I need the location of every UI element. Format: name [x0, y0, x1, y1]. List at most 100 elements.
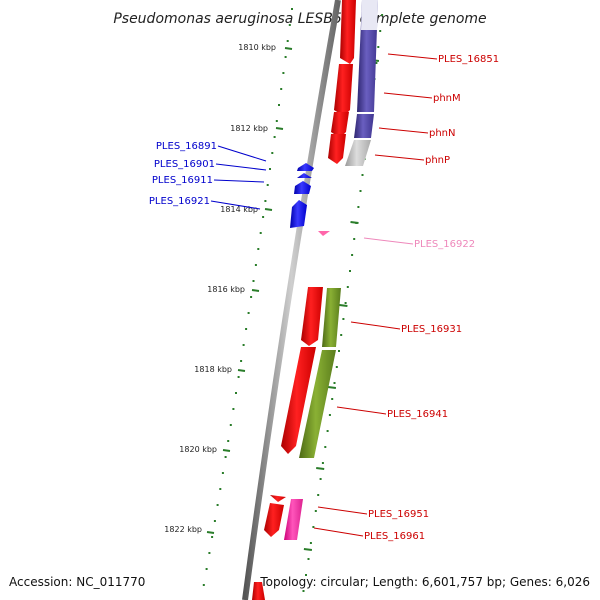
guide-dot	[335, 366, 338, 368]
inner-tick	[327, 386, 337, 389]
guide-dot	[227, 440, 230, 442]
guide-dot	[333, 382, 336, 384]
gene-label[interactable]: PLES_16891	[156, 141, 267, 162]
guide-dot	[224, 456, 227, 458]
guide-dot	[324, 446, 327, 448]
guide-dot	[245, 328, 248, 330]
guide-dot	[240, 360, 243, 362]
gene-label-text[interactable]: PLES_16922	[414, 239, 475, 250]
ruler-tick: 1814 kbp	[220, 205, 273, 214]
cds-arrow[interactable]	[334, 64, 353, 116]
guide-dot	[237, 376, 240, 378]
gene-label[interactable]: PLES_16941	[336, 406, 448, 420]
inner-tick	[350, 221, 359, 224]
ruler-tick: 1816 kbp	[207, 285, 260, 294]
gene-label-text[interactable]: PLES_16851	[438, 54, 499, 65]
guide-dot	[357, 206, 360, 208]
cds-arrow[interactable]	[281, 347, 316, 454]
guide-dot	[338, 350, 340, 352]
guide-dot	[232, 408, 235, 410]
cog-bar	[322, 288, 341, 347]
guide-dot	[305, 574, 307, 576]
ruler-tick: 1822 kbp	[164, 525, 215, 534]
guide-dot	[213, 520, 216, 522]
gene-label-text[interactable]: PLES_16901	[154, 159, 215, 170]
cds-arrow-reverse[interactable]	[297, 173, 312, 178]
guide-dot	[375, 62, 378, 64]
guide-dot	[314, 510, 317, 512]
guide-dot	[359, 190, 362, 192]
gene-label-text[interactable]: phnP	[425, 155, 450, 166]
gene-label[interactable]: phnN	[378, 127, 456, 139]
cds-arrow[interactable]	[252, 582, 265, 600]
cog-bar	[354, 114, 374, 138]
guide-dot	[221, 472, 224, 474]
guide-dot	[250, 296, 253, 298]
guide-dot	[273, 136, 276, 138]
cog-bar	[299, 350, 336, 458]
guide-dot	[247, 312, 250, 314]
cds-arrow[interactable]	[318, 231, 330, 236]
gene-label[interactable]: PLES_16911	[152, 175, 265, 186]
cog-bar	[284, 499, 303, 540]
gene-labels-left: PLES_16891 PLES_16901 PLES_16911 PLES_16…	[149, 141, 267, 210]
gene-label-text[interactable]: PLES_16931	[401, 324, 462, 335]
cds-arrow[interactable]	[340, 0, 356, 64]
cds-arrow-reverse[interactable]	[297, 163, 314, 171]
gene-label-text[interactable]: phnN	[429, 128, 456, 139]
gene-label[interactable]: PLES_16951	[317, 506, 429, 520]
cds-arrow[interactable]	[331, 112, 349, 138]
gene-label-text[interactable]: PLES_16951	[368, 509, 429, 520]
gene-label-text[interactable]: PLES_16891	[156, 141, 217, 152]
guide-dot	[280, 88, 283, 90]
gene-label[interactable]: PLES_16931	[350, 321, 462, 335]
gene-label-text[interactable]: PLES_16911	[152, 175, 213, 186]
cds-arrow[interactable]	[270, 495, 286, 502]
gene-labels-right: PLES_16851 phnM phnN phnP PLES_16922 PLE…	[313, 53, 499, 542]
guide-dot	[235, 392, 237, 394]
genome-backbone	[242, 0, 341, 600]
ruler-tick: 1820 kbp	[179, 445, 231, 454]
guide-dot	[208, 552, 211, 554]
guide-dot	[377, 46, 380, 48]
gene-label[interactable]: PLES_16901	[154, 159, 267, 171]
gene-label[interactable]: phnM	[383, 92, 461, 104]
tick-label: 1810 kbp	[238, 43, 276, 52]
gene-label-text[interactable]: phnM	[433, 93, 461, 104]
gene-label-text[interactable]: PLES_16941	[387, 409, 448, 420]
guide-dot	[282, 72, 285, 74]
cds-arrow[interactable]	[301, 287, 323, 346]
gene-label-text[interactable]: PLES_16961	[364, 531, 425, 542]
guide-dot	[307, 558, 310, 560]
cds-arrow[interactable]	[328, 134, 346, 164]
gene-label[interactable]: PLES_16921	[149, 196, 261, 210]
guide-dot	[291, 8, 293, 10]
guide-dot	[264, 200, 267, 202]
gene-label[interactable]: PLES_16961	[313, 527, 425, 542]
cog-bar	[345, 140, 371, 166]
guide-dot	[202, 584, 205, 586]
guide-dot	[275, 120, 278, 122]
guide-dot	[326, 430, 329, 432]
gene-label[interactable]: PLES_16922	[363, 237, 475, 250]
guide-dot	[257, 248, 260, 250]
guide-dot	[266, 184, 269, 186]
cds-arrow[interactable]	[264, 503, 284, 537]
gene-label[interactable]: PLES_16851	[387, 53, 499, 65]
tick-label: 1814 kbp	[220, 205, 258, 214]
cds-arrow-reverse[interactable]	[294, 181, 311, 194]
gene-label[interactable]: phnP	[374, 154, 450, 166]
guide-dot	[340, 334, 343, 336]
guide-dot	[242, 344, 245, 346]
cds-arrow-reverse[interactable]	[290, 200, 307, 228]
guide-dot	[351, 254, 354, 256]
guide-dot	[229, 424, 232, 426]
tick-label: 1812 kbp	[230, 124, 268, 133]
guide-dot	[342, 318, 345, 320]
guide-dot	[211, 536, 214, 538]
guide-dot	[317, 494, 320, 496]
guide-dot	[331, 398, 334, 400]
guide-dot	[252, 280, 255, 282]
guide-dot	[353, 238, 356, 240]
gene-label-text[interactable]: PLES_16921	[149, 196, 210, 207]
